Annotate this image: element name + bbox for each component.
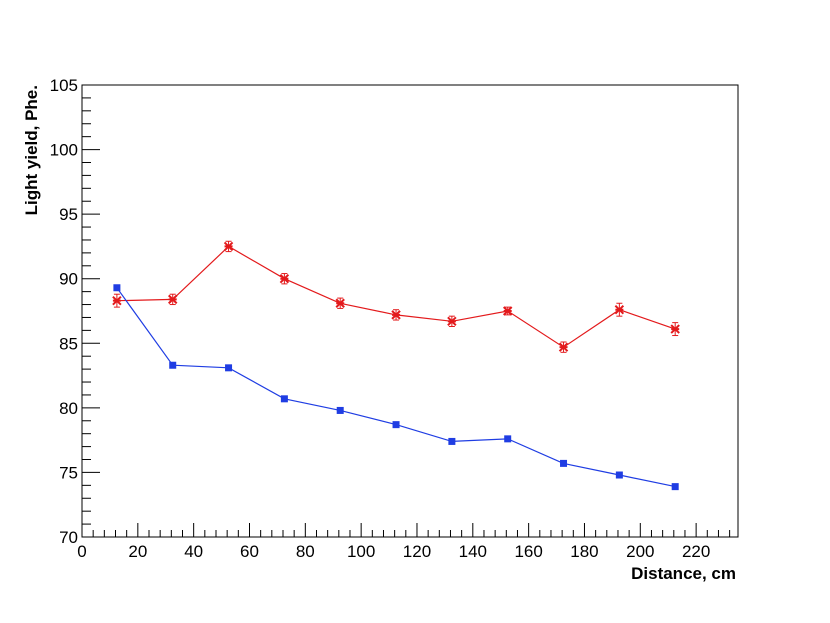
data-point [223,241,234,252]
data-point [448,437,456,445]
data-point [671,483,679,491]
data-point [113,284,121,292]
x-tick-label: 40 [184,542,203,561]
y-tick-label: 100 [50,141,78,160]
x-tick-label: 80 [296,542,315,561]
data-point [169,361,177,369]
x-tick-label: 220 [682,542,710,561]
series-line [116,245,676,348]
x-tick-label: 60 [240,542,259,561]
x-tick-label: 180 [570,542,598,561]
y-tick-label: 85 [59,334,78,353]
plot-frame [81,84,739,538]
x-tick-label: 140 [459,542,487,561]
x-tick-label: 0 [77,542,86,561]
data-point [447,316,457,327]
data-point [615,471,623,479]
series-layer [112,240,680,491]
data-point [335,298,345,308]
data-point [614,305,625,315]
data-point [560,459,568,467]
x-tick-label: 200 [626,542,654,561]
x-tick-label: 160 [514,542,542,561]
y-tick-label: 75 [59,463,78,482]
data-point [502,306,513,316]
data-point [279,274,290,284]
data-point [558,342,569,352]
data-point [670,324,680,334]
data-point [391,310,401,320]
data-point [168,294,178,305]
y-tick-label: 70 [59,528,78,547]
data-point [336,406,344,414]
x-tick-label: 120 [403,542,431,561]
y-axis-ticks: 70 75 80 85 90 95 100 105 [50,76,100,547]
data-point [280,395,288,403]
data-point [392,421,400,429]
y-tick-label: 90 [59,270,78,289]
y-tick-label: 95 [59,205,78,224]
data-point [225,364,233,372]
x-axis-ticks: 0 20 40 60 80 100 120 140 160 180 200 220 [77,523,731,561]
y-axis-title: Light yield, Phe. [22,85,41,215]
data-point [112,295,122,306]
y-tick-label: 80 [59,399,78,418]
x-tick-label: 20 [128,542,147,561]
data-point [504,435,512,443]
y-tick-label: 105 [50,76,78,95]
x-tick-label: 100 [347,542,375,561]
series-1 [113,284,679,491]
series-0 [112,240,680,353]
x-axis-title: Distance, cm [631,564,736,583]
